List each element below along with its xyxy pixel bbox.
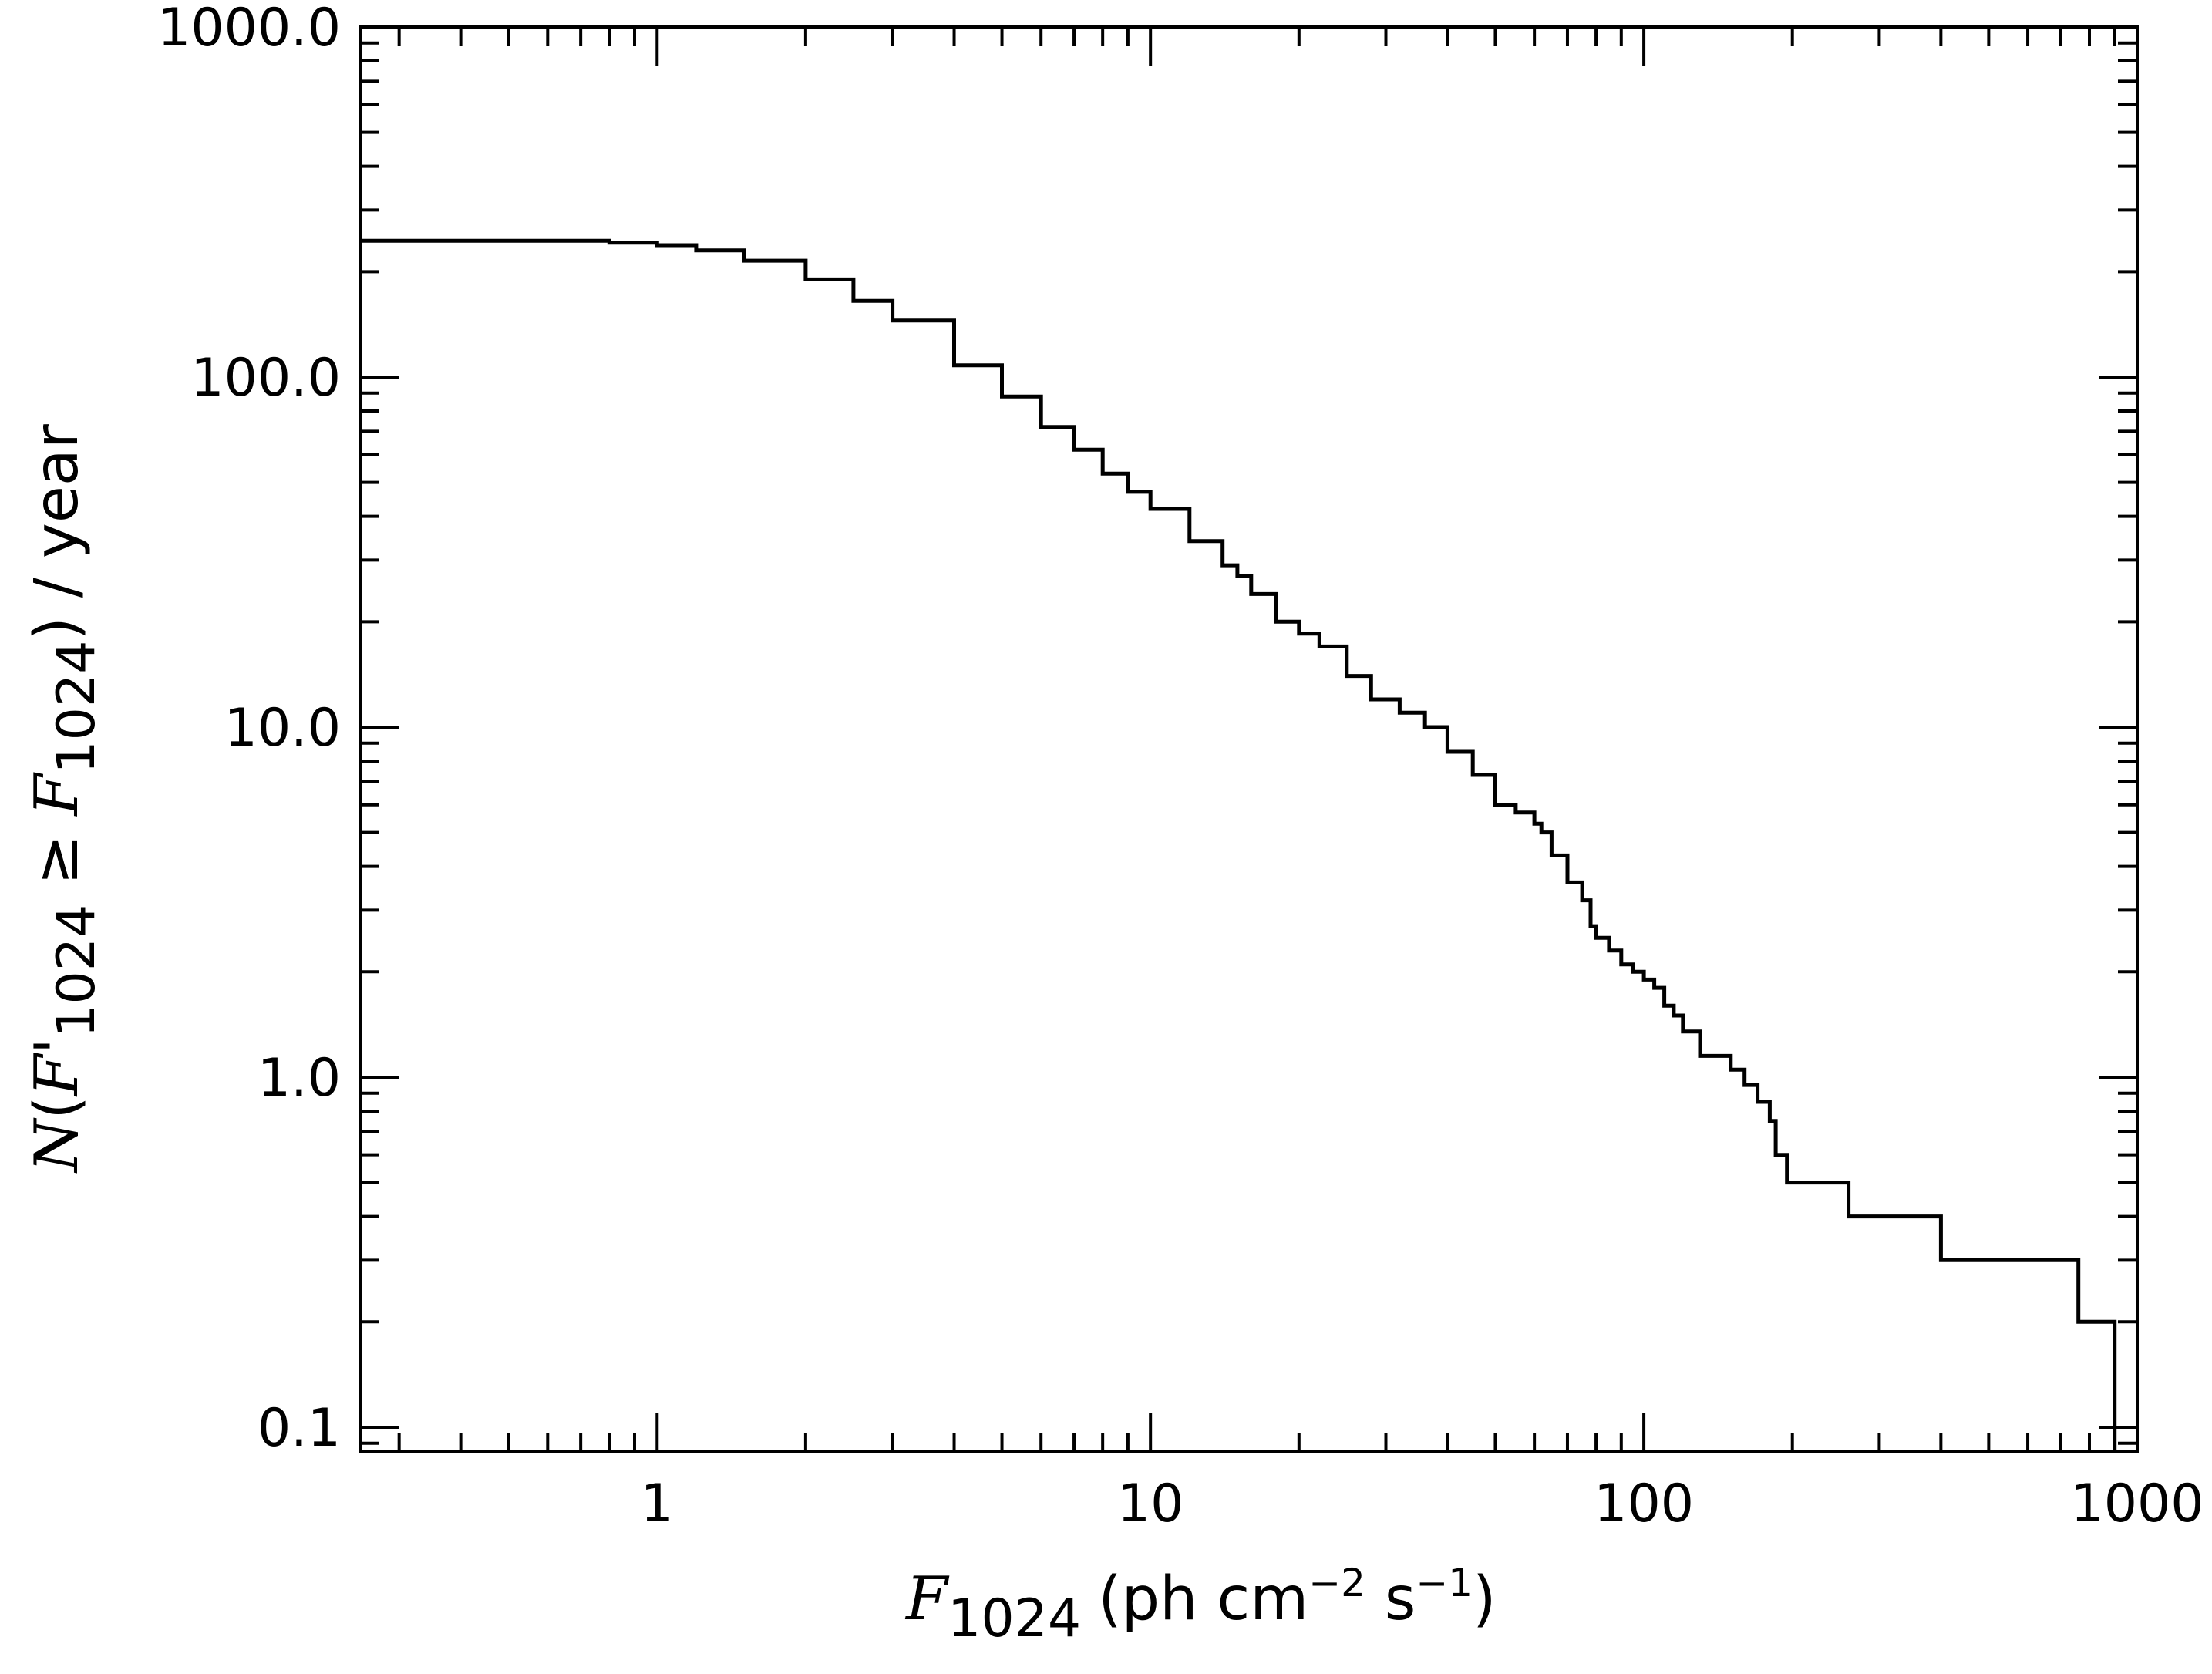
y-axis-label: N(F'1024 ≥ F1024) / year xyxy=(22,423,107,1174)
x-tick-label: 1 xyxy=(641,1474,674,1534)
x-tick-label: 10 xyxy=(1117,1474,1184,1534)
y-tick-label: 100.0 xyxy=(190,348,341,409)
data-series-line xyxy=(360,238,2117,1452)
y-tick-labels: 0.1 1.0 10.0 100.0 1000.0 xyxy=(157,0,341,1459)
y-tick-label: 1000.0 xyxy=(157,0,341,59)
axis-ticks xyxy=(360,25,2139,1452)
x-tick-label: 100 xyxy=(1594,1474,1694,1534)
y-tick-label: 0.1 xyxy=(258,1398,341,1459)
x-axis-label: F1024 (ph cm−2 s−1) xyxy=(904,1561,1497,1649)
plot-frame xyxy=(359,25,2139,1453)
y-tick-label: 1.0 xyxy=(258,1048,341,1109)
y-tick-label: 10.0 xyxy=(224,698,341,759)
x-tick-label: 1000 xyxy=(2070,1474,2204,1534)
x-tick-labels: 1 10 100 1000 xyxy=(641,1474,2204,1534)
